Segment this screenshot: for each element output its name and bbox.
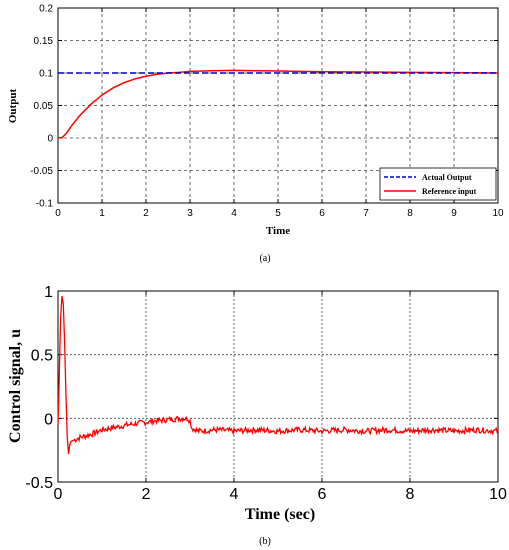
y-tick-label: 0.2: [39, 4, 53, 15]
series-line-0: [57, 295, 499, 455]
chart-a-ylabel: Output: [7, 89, 19, 124]
x-tick-label: 4: [230, 486, 239, 503]
chart-b-y-ticks: 1 0.5 0 -0.5: [25, 284, 498, 492]
x-tick-label: 5: [275, 208, 281, 219]
legend-box: [379, 167, 497, 201]
chart-a-series: [57, 69, 499, 139]
x-tick-label: 7: [363, 208, 369, 219]
y-tick-label: 0: [47, 134, 53, 145]
x-tick-label: 4: [231, 208, 237, 219]
x-tick-label: 6: [318, 486, 327, 503]
x-tick-label: 0: [54, 486, 63, 503]
x-tick-label: 3: [187, 208, 193, 219]
legend-label-reference: Reference input: [422, 187, 477, 196]
chart-a-x-ticks: 0 1 2 3 4 5 6 7 8 9 10: [55, 8, 504, 219]
chart-b-series: [57, 295, 499, 455]
chart-a-legend: Actual Output Reference input: [379, 167, 497, 201]
chart-b-frame: [57, 290, 499, 483]
x-tick-label: 8: [406, 486, 415, 503]
y-tick-label: -0.1: [36, 199, 54, 210]
x-tick-label: 8: [407, 208, 413, 219]
chart-a-xlabel: Time: [266, 225, 290, 237]
y-tick-label: 0.5: [31, 348, 53, 365]
chart-a: 0 1 2 3 4 5 6 7 8 9 10 0.2 0.15 0.1 0.05 0 -0.05 -0.1 Ti…: [7, 4, 504, 265]
x-tick-label: 2: [142, 486, 151, 503]
y-tick-label: 0: [44, 411, 53, 428]
chart-b: 0 2 4 6 8 10 10.50-0.5 Time (sec) Control sig…: [7, 284, 507, 547]
y-tick-label: 0.1: [39, 69, 53, 80]
y-tick-label: 0.15: [34, 36, 54, 47]
chart-b-grid: [58, 291, 498, 482]
x-tick-label: 1: [99, 208, 105, 219]
x-tick-label: 6: [319, 208, 325, 219]
chart-a-caption: (a): [259, 253, 270, 264]
y-tick-label: 0.05: [34, 101, 54, 112]
y-tick-label: -0.5: [25, 475, 53, 492]
x-tick-label: 9: [451, 208, 457, 219]
y-tick-label: 1: [44, 284, 53, 301]
chart-b-x-ticks: 0 2 4 6 8 10: [54, 291, 507, 503]
chart-b-caption: (b): [259, 536, 271, 547]
x-tick-label: 10: [489, 486, 507, 503]
chart-b-xlabel: Time (sec): [245, 506, 315, 523]
y-tick-label: -0.05: [30, 166, 53, 177]
chart-b-ylabel: Control signal, u: [7, 329, 24, 443]
x-tick-label: 0: [55, 208, 61, 219]
x-tick-label: 2: [143, 208, 149, 219]
legend-label-actual: Actual Output: [422, 173, 472, 182]
x-tick-label: 10: [492, 208, 504, 219]
